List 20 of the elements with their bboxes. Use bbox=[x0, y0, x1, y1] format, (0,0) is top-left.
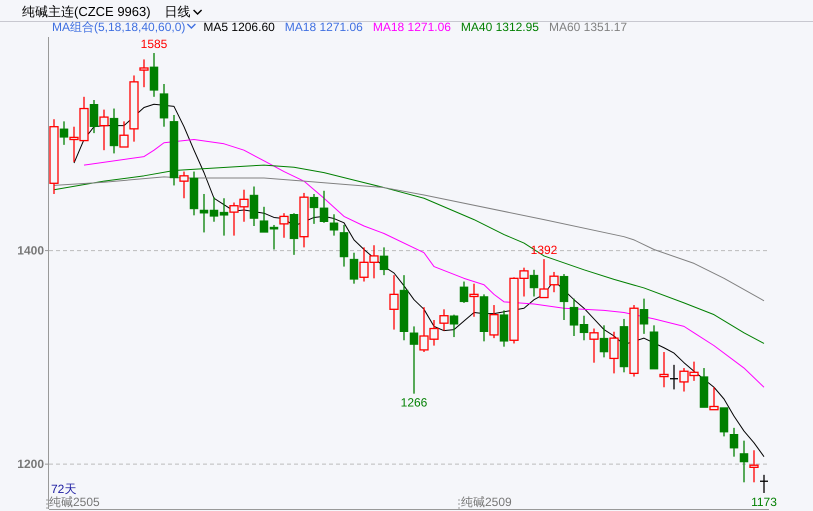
line-series bbox=[54, 164, 764, 344]
chart-title: 纯碱主连(CZCE 9963) bbox=[22, 4, 151, 19]
legend-title: MA组合(5,18,18,40,60,0) bbox=[52, 20, 186, 34]
line-series bbox=[74, 104, 764, 458]
text: MA60 1351.17 bbox=[548, 20, 628, 34]
y-tick-label: 1400 bbox=[17, 244, 44, 258]
y-tick-label: 1200 bbox=[17, 457, 44, 472]
text: MA40 1312.95 bbox=[460, 20, 540, 34]
chart-subtitle: 日线 bbox=[164, 4, 191, 19]
annotation: 1173 bbox=[751, 494, 778, 509]
annotation: 纯碱2509 bbox=[461, 495, 512, 509]
line-series bbox=[84, 139, 764, 388]
annotation: 纯碱2505 bbox=[49, 495, 100, 509]
line-series bbox=[54, 176, 764, 302]
legend-label: MA18 1271.06 bbox=[284, 20, 364, 34]
annotation: 1585 bbox=[140, 37, 168, 52]
annotation: 1266 bbox=[400, 396, 428, 410]
annotation: 72天 bbox=[51, 482, 76, 496]
text: MA5 1206.60 bbox=[203, 20, 276, 34]
text: MA18 1271.06 bbox=[372, 20, 452, 34]
